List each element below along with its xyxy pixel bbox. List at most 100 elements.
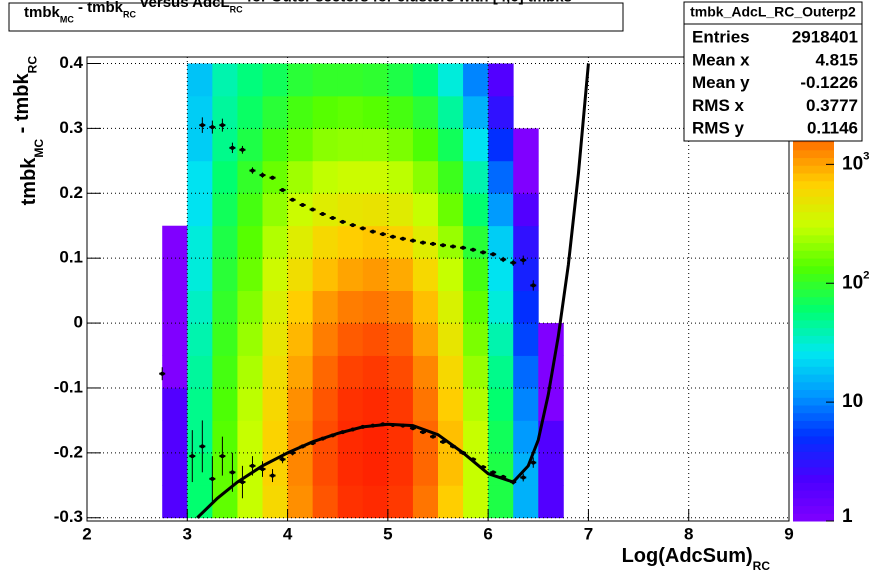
marker [300, 444, 305, 449]
heatmap-cell [362, 193, 389, 227]
marker [461, 245, 466, 250]
heatmap-cell [463, 485, 489, 519]
heatmap-cell [237, 290, 263, 324]
heatmap-cell [212, 290, 238, 324]
marker [160, 371, 165, 376]
heatmap-cell [412, 290, 439, 324]
heatmap-cell [312, 128, 339, 162]
marker [471, 247, 476, 252]
profile-point [199, 117, 206, 133]
heatmap-cell [262, 225, 288, 259]
profile-point [379, 232, 386, 237]
marker [320, 212, 325, 217]
marker [270, 175, 275, 180]
heatmap-cell [212, 160, 238, 194]
profile-point [440, 439, 447, 444]
heatmap-cell [262, 63, 288, 97]
marker [380, 232, 385, 237]
heatmap-cell [312, 290, 339, 324]
marker [400, 236, 405, 241]
heatmap-cell [312, 258, 339, 292]
colorbar-step [793, 242, 834, 251]
stats-label: Mean x [692, 50, 750, 69]
profile-point [490, 470, 497, 475]
colorbar-step [793, 482, 834, 491]
profile-point [209, 120, 216, 134]
heatmap-cell [212, 225, 238, 259]
heatmap-cell [162, 193, 187, 226]
heatmap-cell [387, 128, 414, 162]
heatmap-cell [513, 63, 538, 96]
stats-label: RMS y [692, 119, 745, 138]
heatmap-cell [538, 96, 563, 129]
profile-point [269, 469, 276, 483]
profile-point [429, 241, 436, 246]
marker [240, 480, 245, 485]
heatmap-cell [262, 193, 288, 227]
heatmap-cell [387, 258, 414, 292]
stats-value: 0.1146 [807, 119, 858, 138]
marker [380, 422, 385, 427]
profile-point [339, 430, 346, 435]
heatmap-cell [488, 258, 514, 292]
profile-point [510, 259, 517, 266]
heatmap-cell [187, 452, 213, 486]
marker [481, 250, 486, 255]
heatmap-cell [513, 96, 538, 129]
heatmap-cell [387, 323, 414, 356]
profile-point [299, 202, 306, 207]
heatmap-cell [187, 485, 213, 519]
marker [451, 244, 456, 249]
chart-title: tmbkMC​ - tmbkRC​ versus AdcLRC​ for Out… [24, 0, 572, 25]
colorbar-step [793, 343, 834, 352]
colorbar-step [793, 435, 834, 445]
profile-point [239, 145, 246, 154]
heatmap-cell [488, 193, 514, 227]
heatmap-cell [162, 96, 187, 129]
heatmap-cell [362, 290, 389, 324]
profile-point [470, 457, 477, 462]
marker [420, 240, 425, 245]
heatmap-cell [387, 160, 414, 194]
heatmap-cell [262, 95, 288, 129]
heatmap-cell [287, 95, 314, 129]
heatmap-cell [212, 258, 238, 292]
profile-point [309, 441, 316, 446]
profile-point [399, 236, 406, 241]
heatmap-cell [212, 193, 238, 227]
heatmap-cell [412, 355, 439, 389]
heatmap-cell [463, 95, 489, 129]
heatmap-cell [513, 290, 539, 324]
marker [340, 219, 345, 224]
heatmap-cell [312, 485, 339, 519]
heatmap-cell [312, 193, 339, 227]
profile-point [379, 422, 386, 427]
heatmap-cell [538, 452, 564, 486]
heatmap-cell [438, 258, 464, 292]
profile-point [239, 465, 246, 499]
heatmap-cell [513, 323, 539, 356]
heatmap-cell [362, 452, 389, 486]
x-tick-label: 8 [684, 524, 693, 543]
heatmap-cell [412, 452, 439, 486]
heatmap-cell [287, 387, 314, 421]
marker [370, 229, 375, 234]
marker [220, 454, 225, 459]
marker [501, 257, 506, 262]
colorbar-step [793, 289, 834, 298]
heatmap-cell [237, 420, 263, 454]
heatmap-cell [337, 258, 364, 292]
heatmap-cell [312, 323, 339, 356]
stats-label: Entries [692, 27, 750, 46]
heatmap-cell [262, 420, 288, 454]
heatmap-cell [312, 225, 339, 259]
marker [491, 470, 496, 475]
profile-point [369, 229, 376, 234]
colorbar-step [793, 405, 834, 414]
marker [390, 234, 395, 239]
profile-point [359, 226, 366, 231]
stats-label: Mean y [692, 73, 750, 92]
heatmap-cell [212, 387, 238, 421]
heatmap-cell [337, 323, 364, 356]
marker [390, 422, 395, 427]
